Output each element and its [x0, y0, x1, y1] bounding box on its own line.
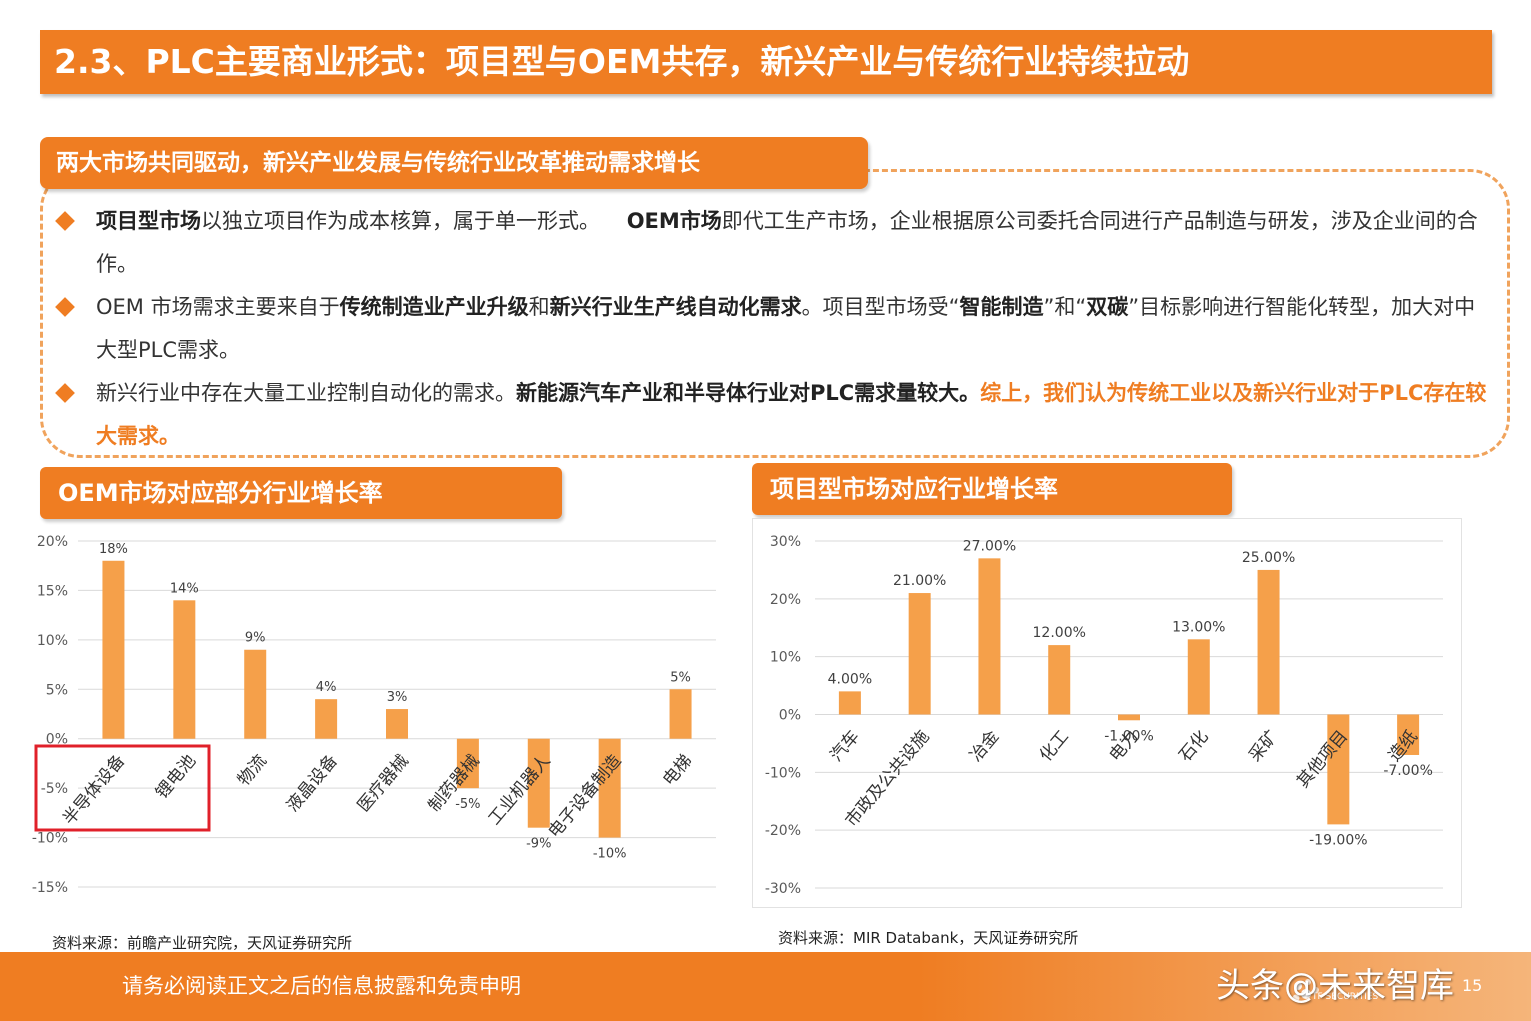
y-tick-label: 5% — [46, 682, 68, 698]
left-chart: 20% 15% 10% 5% 0% -5% -10% -15% 18% 半导体设备 14% 锂电池 9%… — [28, 528, 728, 908]
bullet-text: OEM 市场需求主要来自于 — [96, 295, 340, 319]
data-label: 13.00% — [1172, 619, 1225, 635]
data-label: 5% — [670, 670, 691, 685]
data-label: -19.00% — [1309, 832, 1367, 848]
bar-半导体设备 — [102, 561, 124, 739]
bullet-bold: OEM市场 — [627, 209, 722, 233]
data-label: 4% — [316, 680, 337, 695]
diamond-bullet-icon — [55, 383, 75, 403]
right-chart-tab: 项目型市场对应行业增长率 — [752, 463, 1232, 515]
diamond-bullet-icon — [55, 297, 75, 317]
data-label: 25.00% — [1242, 550, 1295, 566]
right-chart-svg: 30%20%10%0%-10%-20%-30%4.00%汽车21.00%市政及公… — [753, 519, 1461, 907]
bullet-bold: 传统制造业产业升级 — [340, 295, 529, 319]
y-tick-label: -10% — [32, 831, 68, 847]
x-category-label: 汽车 — [827, 727, 864, 766]
bar-电力 — [1118, 715, 1140, 721]
bar-电梯 — [670, 689, 692, 738]
data-label: -9% — [526, 837, 551, 852]
data-label: -5% — [455, 797, 480, 812]
x-category-label: 石化 — [1175, 727, 1212, 766]
bar-液晶设备 — [315, 699, 337, 739]
x-category-label: 医疗器械 — [354, 751, 413, 816]
bullet-bold: 项目型市场 — [96, 209, 201, 233]
data-label: 27.00% — [963, 538, 1016, 554]
data-label: 12.00% — [1033, 625, 1086, 641]
data-label: 4.00% — [828, 671, 872, 687]
data-label: 9% — [245, 631, 266, 646]
data-label: 21.00% — [893, 573, 946, 589]
data-label: -10% — [593, 847, 627, 862]
footer: 请务必阅读正文之后的信息披露和免责申明 TF SECURITIES 15 头条@… — [0, 952, 1531, 1021]
x-category-label: 冶金 — [966, 727, 1003, 766]
bullet-bold: 新能源汽车产业和半导体行业对PLC需求量较大。 — [516, 381, 980, 405]
bar-物流 — [244, 650, 266, 739]
bullet-bold: 双碳 — [1086, 295, 1128, 319]
data-label: 14% — [170, 581, 199, 596]
bar-医疗器械 — [386, 709, 408, 739]
x-category-label: 物流 — [234, 751, 271, 790]
summary-bullets: 项目型市场以独立项目作为成本核算，属于单一形式。 OEM市场即代工生产市场，企业… — [52, 200, 1492, 458]
y-tick-label: 0% — [779, 708, 801, 724]
bullet-item: 新兴行业中存在大量工业控制自动化的需求。新能源汽车产业和半导体行业对PLC需求量… — [52, 372, 1492, 458]
y-tick-label: -30% — [765, 881, 801, 897]
bullet-item: OEM 市场需求主要来自于传统制造业产业升级和新兴行业生产线自动化需求。项目型市… — [52, 286, 1492, 372]
data-label: 3% — [387, 690, 408, 705]
page-title: 2.3、PLC主要商业形式：项目型与OEM共存，新兴产业与传统行业持续拉动 — [40, 30, 1492, 94]
y-tick-label: -20% — [765, 823, 801, 839]
bullet-item: 项目型市场以独立项目作为成本核算，属于单一形式。 OEM市场即代工生产市场，企业… — [52, 200, 1492, 286]
y-tick-label: 20% — [37, 534, 68, 550]
y-tick-label: 10% — [37, 633, 68, 649]
bar-市政及公共设施 — [909, 593, 931, 714]
bar-化工 — [1048, 645, 1070, 714]
y-tick-label: -15% — [32, 880, 68, 896]
right-chart-source: 资料来源：MIR Databank，天风证券研究所 — [778, 927, 1078, 948]
x-category-label: 电梯 — [659, 751, 696, 790]
data-label: -7.00% — [1383, 763, 1433, 779]
bullet-text: 以独立项目作为成本核算，属于单一形式。 — [201, 209, 600, 233]
y-tick-label: 15% — [37, 583, 68, 599]
right-chart: 30% 20% 10% 0% -10% -20% -30% 4.00% 汽车 21.00% 市政及公… — [752, 518, 1462, 908]
diamond-bullet-icon — [55, 211, 75, 231]
y-tick-label: -10% — [765, 765, 801, 781]
x-category-label: 采矿 — [1245, 727, 1282, 766]
bullet-text: ”和“ — [1043, 295, 1086, 319]
bullet-text: 新兴行业中存在大量工业控制自动化的需求。 — [96, 381, 516, 405]
bar-石化 — [1188, 639, 1210, 714]
footer-disclaimer: 请务必阅读正文之后的信息披露和免责申明 — [122, 970, 521, 1000]
data-label: 18% — [99, 542, 128, 557]
bar-采矿 — [1258, 570, 1280, 715]
y-tick-label: 10% — [770, 650, 801, 666]
left-chart-source: 资料来源：前瞻产业研究院，天风证券研究所 — [52, 932, 352, 953]
left-chart-svg: 20% 15% 10% 5% 0% -5% -10% -15% 18% 半导体设备 14% 锂电池 9%… — [28, 528, 728, 908]
x-category-label: 化工 — [1036, 727, 1073, 766]
y-tick-label: 30% — [770, 534, 801, 550]
page-number: 15 — [1462, 976, 1482, 995]
watermark: 头条@未来智库 — [1216, 958, 1454, 1007]
x-category-label: 液晶设备 — [283, 751, 342, 816]
bullet-bold: 智能制造 — [959, 295, 1043, 319]
x-category-label: 半导体设备 — [59, 751, 129, 829]
summary-tab: 两大市场共同驱动，新兴产业发展与传统行业改革推动需求增长 — [40, 137, 868, 189]
y-tick-label: 20% — [770, 592, 801, 608]
bar-汽车 — [839, 691, 861, 714]
bullet-text: 。项目型市场受“ — [802, 295, 960, 319]
y-tick-label: -5% — [41, 781, 68, 797]
bar-冶金 — [978, 558, 1000, 714]
x-category-label: 锂电池 — [152, 751, 200, 803]
bullet-text: 和 — [529, 295, 550, 319]
bullet-bold: 新兴行业生产线自动化需求 — [550, 295, 802, 319]
left-chart-tab: OEM市场对应部分行业增长率 — [40, 467, 562, 519]
bar-锂电池 — [173, 600, 195, 738]
